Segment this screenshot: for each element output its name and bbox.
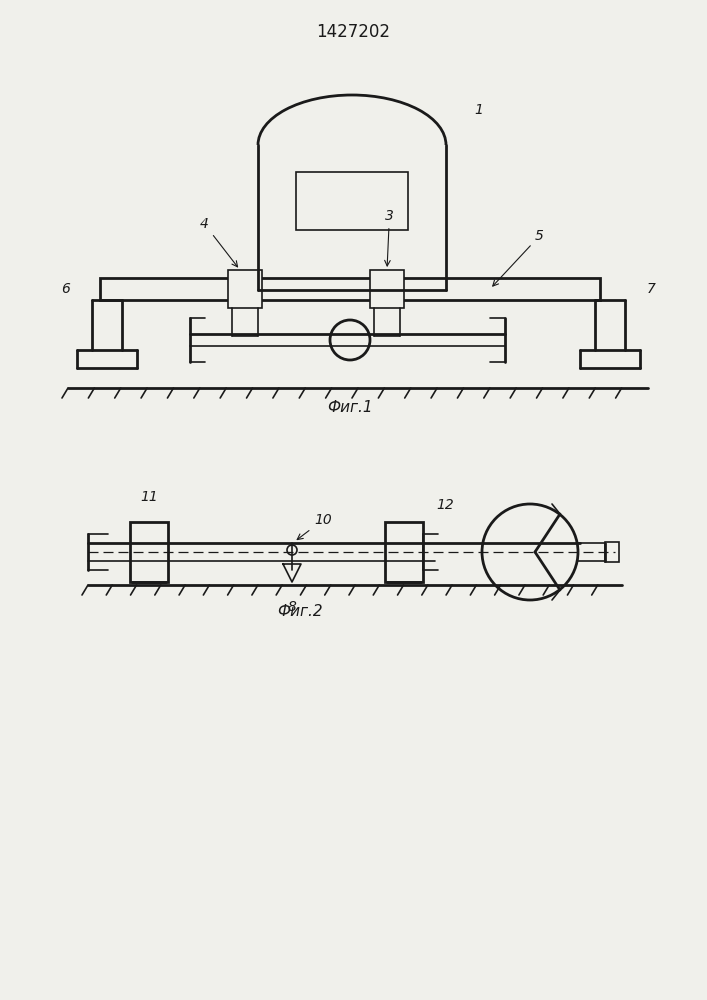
Circle shape — [287, 545, 297, 555]
Bar — [385, 522, 423, 582]
Bar — [296, 172, 408, 230]
Text: 8: 8 — [288, 600, 296, 614]
Text: 4: 4 — [200, 217, 238, 267]
Text: 6: 6 — [61, 282, 70, 296]
Text: 10: 10 — [297, 513, 332, 540]
Text: 1427202: 1427202 — [316, 23, 390, 41]
Text: 1: 1 — [474, 103, 483, 117]
Bar — [228, 270, 262, 308]
Circle shape — [482, 504, 578, 600]
Text: 7: 7 — [647, 282, 656, 296]
Text: 11: 11 — [140, 490, 158, 504]
Text: Фиг.2: Фиг.2 — [277, 603, 323, 618]
Text: 12: 12 — [436, 498, 454, 512]
Bar — [100, 278, 600, 300]
Text: 5: 5 — [493, 229, 544, 286]
Text: Фиг.1: Фиг.1 — [327, 400, 373, 416]
Bar — [605, 542, 619, 562]
Bar — [130, 522, 168, 582]
Text: 3: 3 — [385, 209, 394, 266]
Circle shape — [330, 320, 370, 360]
Bar — [370, 270, 404, 308]
